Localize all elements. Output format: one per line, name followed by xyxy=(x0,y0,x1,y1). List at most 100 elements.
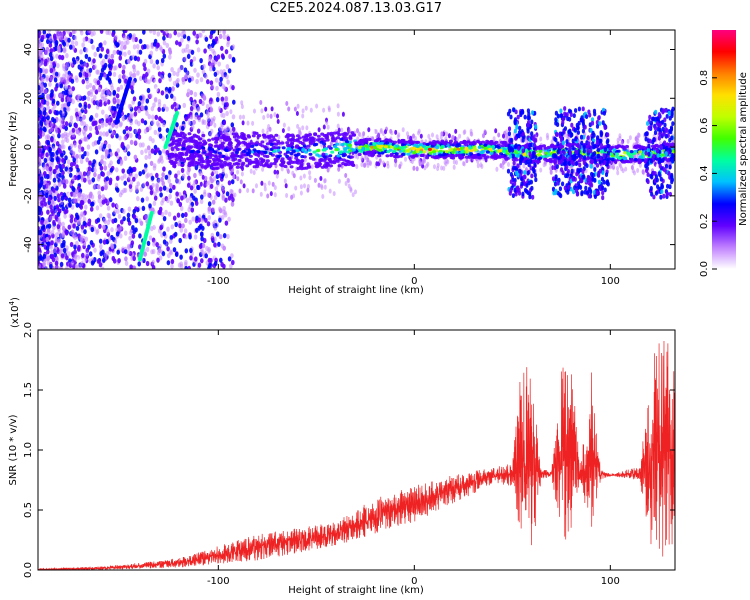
spectrogram-point xyxy=(275,173,279,179)
spectrogram-point xyxy=(227,68,232,74)
spectrogram-point xyxy=(115,175,120,181)
spectrogram-point xyxy=(263,150,268,155)
spectrogram-point xyxy=(481,154,486,158)
spectrogram-point xyxy=(215,173,220,179)
spectrogram-point xyxy=(227,256,232,262)
spectrogram-point xyxy=(124,78,128,84)
spectrogram-point xyxy=(252,170,256,176)
spectrogram-point xyxy=(209,63,213,69)
spectrogram-point xyxy=(297,129,301,135)
spectrogram-point xyxy=(123,173,127,179)
spectrogram-point xyxy=(436,166,440,172)
spectrogram-point xyxy=(47,223,52,229)
spectrogram-point xyxy=(167,253,171,259)
spectrogram-point xyxy=(226,36,231,42)
spectrogram-point xyxy=(78,139,82,145)
spectrogram-point xyxy=(231,44,236,50)
spectrogram-point xyxy=(99,243,103,250)
spectrogram-point xyxy=(219,125,223,131)
spectrogram-point xyxy=(71,99,75,105)
spectrogram-point xyxy=(362,131,366,137)
spectrogram-point xyxy=(387,138,392,142)
spectrogram-point xyxy=(133,111,138,117)
spectrogram-point xyxy=(74,40,79,47)
spectrogram-point xyxy=(192,61,196,67)
spectrogram-point xyxy=(67,89,72,95)
spectrogram-point xyxy=(295,134,300,138)
spectrogram-point xyxy=(172,164,177,168)
spectrogram-point xyxy=(315,138,320,142)
spectrogram-point xyxy=(108,180,113,186)
spectrogram-point xyxy=(184,212,188,218)
spectrogram-point xyxy=(193,145,198,149)
spectrogram-point xyxy=(636,138,640,144)
spectrogram-point xyxy=(153,78,157,84)
spectrogram-point xyxy=(157,178,161,184)
spectrogram-point xyxy=(231,56,236,63)
spectrogram-point xyxy=(91,121,96,127)
spectrogram-point xyxy=(65,41,70,47)
spectrogram-point xyxy=(396,155,400,159)
spectrogram-point xyxy=(123,108,127,114)
spectrogram-point xyxy=(73,232,77,238)
spectrogram-point xyxy=(94,125,99,131)
spectrogram-point xyxy=(166,197,170,204)
spectrogram-point xyxy=(75,240,79,246)
spectrogram-point xyxy=(319,158,324,163)
spectrogram-point xyxy=(303,183,306,189)
spectrogram-point xyxy=(188,219,192,225)
spectrogram-point xyxy=(165,93,169,100)
spectrogram-point xyxy=(342,158,346,162)
spectrogram-point xyxy=(631,168,635,174)
spectrogram-point xyxy=(46,173,50,180)
spectrogram-point xyxy=(111,31,115,37)
spectrogram-point xyxy=(69,44,73,50)
spectrogram-point xyxy=(312,150,317,154)
spectrogram-point xyxy=(93,51,97,58)
spectrogram-point xyxy=(76,167,80,173)
spectrogram-point xyxy=(214,77,219,83)
spectrogram-point xyxy=(48,146,52,152)
spectrogram-point xyxy=(616,166,619,171)
spectrogram-point xyxy=(110,244,115,250)
spectrogram-point xyxy=(261,166,265,172)
spectrogram-point xyxy=(54,127,59,134)
spectrogram-point xyxy=(175,71,180,77)
spectrogram-point xyxy=(269,191,273,197)
spectrogram-point xyxy=(550,139,554,145)
spectrogram-point xyxy=(47,155,51,162)
spectrogram-point xyxy=(46,209,50,215)
spectrogram-point xyxy=(127,50,131,56)
spectrogram-point xyxy=(199,58,203,64)
spectrogram-point xyxy=(111,255,116,262)
spectrogram-point xyxy=(112,99,117,105)
spectrogram-point xyxy=(236,176,240,182)
spectrogram-point xyxy=(41,225,45,231)
spectrogram-point xyxy=(128,166,132,172)
spectrogram-point xyxy=(239,155,244,159)
spectrogram-point xyxy=(150,148,155,154)
spectrogram-point xyxy=(204,253,208,259)
spectrogram-point xyxy=(133,154,138,160)
spectrogram-point xyxy=(118,135,122,141)
spectrogram-point xyxy=(96,176,101,182)
spectrogram-point xyxy=(106,205,111,211)
spectrogram-point xyxy=(367,127,371,133)
spectrogram-point xyxy=(170,263,174,269)
spectrogram-point xyxy=(183,228,188,234)
spectrogram-point xyxy=(203,48,207,54)
spectrogram-point xyxy=(126,212,131,218)
spectrogram-point xyxy=(103,40,107,46)
spectrogram-point xyxy=(107,70,112,76)
spectrogram-point xyxy=(269,142,274,147)
spectrogram-point xyxy=(43,201,47,207)
spectrogram-point xyxy=(38,247,42,253)
spectrogram-point xyxy=(230,253,234,259)
spectrogram-point xyxy=(96,184,101,190)
spectrogram-point xyxy=(53,247,57,253)
spectrogram-point xyxy=(161,180,165,186)
spectrogram-point xyxy=(46,133,50,140)
spectrogram-point xyxy=(287,106,291,112)
spectrogram-point xyxy=(222,34,227,40)
spectrogram-point xyxy=(194,256,198,262)
